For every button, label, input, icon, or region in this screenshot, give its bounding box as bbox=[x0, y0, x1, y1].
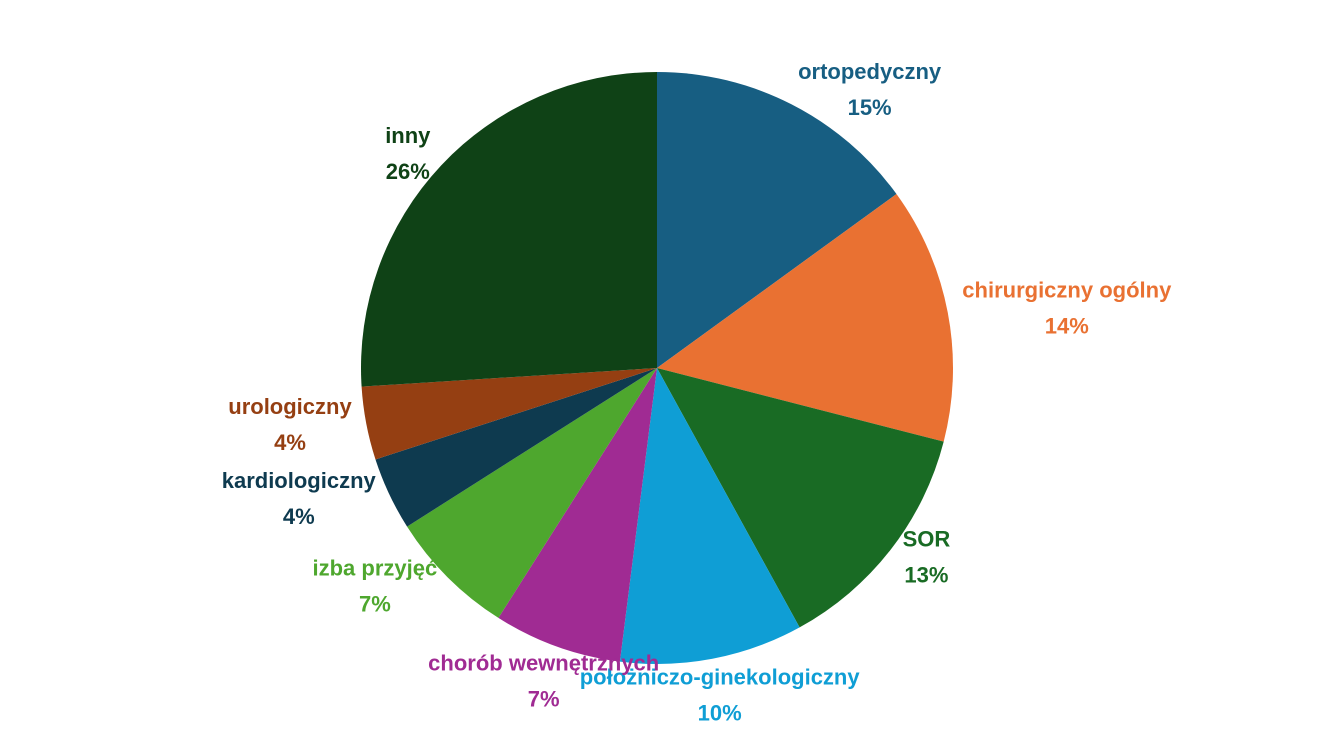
slice-label: kardiologiczny bbox=[222, 468, 377, 493]
slice-value-label: 15% bbox=[848, 95, 892, 120]
slice-label: urologiczny bbox=[228, 394, 352, 419]
slice-label: izba przyjęć bbox=[313, 556, 438, 581]
slice-value-label: 14% bbox=[1045, 314, 1089, 339]
pie-slice bbox=[657, 368, 944, 628]
slice-label: inny bbox=[385, 123, 431, 148]
slice-label: SOR bbox=[903, 526, 951, 551]
slice-value-label: 4% bbox=[274, 430, 306, 455]
slice-value-label: 26% bbox=[386, 159, 430, 184]
pie-slice bbox=[407, 368, 657, 618]
slice-value-label: 7% bbox=[528, 687, 560, 712]
pie-slice bbox=[657, 72, 897, 368]
pie-slice bbox=[375, 368, 657, 527]
slice-label: ortopedyczny bbox=[798, 59, 942, 84]
slice-value-label: 4% bbox=[283, 504, 315, 529]
slice-value-label: 13% bbox=[904, 562, 948, 587]
slice-label: położniczo-ginekologiczny bbox=[580, 664, 861, 689]
slice-value-label: 7% bbox=[359, 592, 391, 617]
pie-slice bbox=[360, 72, 657, 387]
pie-slice bbox=[361, 368, 657, 460]
slice-label: chorób wewnętrznych bbox=[428, 651, 659, 676]
pie-slice bbox=[619, 368, 800, 664]
slice-label: chirurgiczny ogólny bbox=[962, 278, 1172, 303]
pie-slice bbox=[657, 194, 953, 442]
slice-value-label: 10% bbox=[698, 700, 742, 725]
pie-slice bbox=[498, 368, 657, 662]
